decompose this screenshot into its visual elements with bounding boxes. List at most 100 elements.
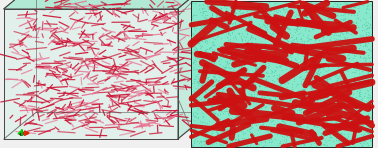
Point [192, 29, 198, 31]
Point [304, 44, 310, 47]
Point [330, 12, 336, 14]
Point [289, 107, 295, 109]
Point [291, 109, 297, 111]
Point [365, 72, 371, 74]
Point [251, 31, 257, 33]
Point [227, 38, 233, 41]
Point [210, 85, 216, 87]
Point [235, 133, 241, 136]
Point [209, 129, 215, 132]
Point [290, 72, 296, 74]
Point [247, 37, 253, 39]
Point [322, 124, 328, 126]
Point [264, 129, 270, 131]
Point [354, 136, 360, 138]
Point [310, 98, 316, 100]
Point [222, 48, 228, 50]
Point [327, 122, 333, 125]
Point [297, 132, 304, 134]
Point [220, 112, 226, 114]
Point [337, 98, 343, 100]
Point [251, 47, 257, 49]
Point [229, 140, 235, 142]
Point [239, 58, 245, 60]
Point [205, 8, 211, 10]
Point [341, 48, 347, 50]
Point [291, 76, 297, 79]
Point [318, 19, 324, 21]
Point [322, 3, 328, 5]
Point [297, 60, 303, 62]
Point [282, 105, 288, 107]
Point [332, 122, 338, 124]
Point [288, 52, 294, 54]
Point [246, 95, 252, 98]
Point [227, 142, 233, 144]
Point [350, 117, 356, 119]
Point [230, 126, 236, 128]
Point [279, 119, 285, 121]
Point [328, 121, 335, 123]
Point [358, 130, 364, 132]
Point [284, 125, 290, 128]
Point [214, 113, 220, 116]
Point [339, 139, 345, 141]
Point [344, 127, 350, 130]
Point [293, 126, 299, 128]
Point [338, 139, 344, 141]
Point [355, 67, 361, 69]
Point [318, 34, 324, 37]
Point [271, 56, 277, 58]
Point [302, 96, 308, 98]
Point [365, 71, 371, 73]
Point [293, 64, 299, 66]
Point [351, 67, 357, 70]
Point [283, 140, 289, 142]
Point [221, 76, 227, 78]
Point [295, 119, 301, 121]
Point [242, 71, 248, 73]
Point [285, 73, 291, 76]
Point [262, 43, 268, 45]
Point [254, 136, 260, 139]
Point [246, 16, 252, 18]
Point [278, 65, 284, 67]
Point [296, 53, 302, 55]
Point [333, 38, 339, 41]
Point [244, 33, 250, 35]
Point [359, 64, 365, 67]
Point [351, 142, 357, 144]
Point [261, 90, 267, 92]
Point [358, 3, 364, 5]
Point [333, 7, 339, 9]
Point [203, 143, 209, 145]
Point [332, 39, 338, 41]
Point [220, 46, 226, 49]
Point [318, 28, 324, 30]
Point [275, 105, 281, 107]
Point [279, 82, 285, 85]
Point [192, 46, 198, 48]
Point [257, 16, 263, 19]
Point [318, 24, 324, 26]
Point [304, 19, 310, 21]
Point [223, 11, 229, 14]
Point [309, 16, 315, 18]
Point [338, 79, 344, 81]
Point [280, 124, 287, 127]
Point [198, 44, 204, 47]
Point [279, 114, 285, 117]
Point [309, 90, 315, 92]
Point [213, 119, 219, 121]
Point [362, 25, 368, 27]
Point [316, 66, 322, 69]
Point [195, 87, 201, 90]
Point [259, 71, 265, 73]
Point [350, 5, 356, 8]
Point [284, 8, 290, 11]
Point [343, 30, 349, 33]
Point [210, 34, 216, 36]
Point [332, 56, 338, 58]
Point [194, 112, 200, 115]
Point [281, 116, 287, 119]
